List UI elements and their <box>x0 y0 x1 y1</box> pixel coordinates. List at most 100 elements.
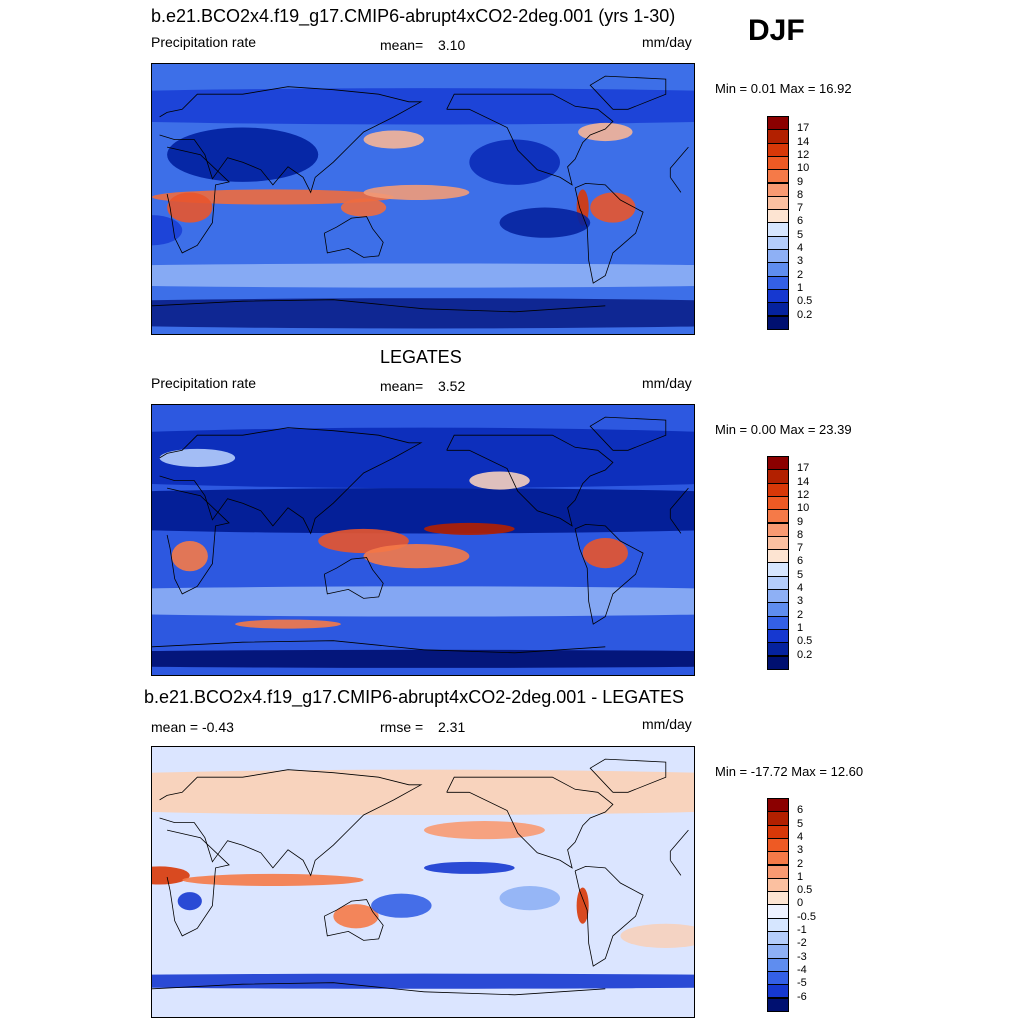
colorbar-tick-label: 9 <box>797 175 804 188</box>
colorbar-tick-label: 8 <box>797 528 804 541</box>
precip-field-6 <box>363 184 470 200</box>
coastline-0 <box>669 487 689 519</box>
colorbar-swatch <box>767 249 789 264</box>
panel-1-units: mm/day <box>642 34 692 50</box>
colorbar-tick-label: 0.5 <box>797 884 813 897</box>
panel-2-left-label: Precipitation rate <box>151 375 257 391</box>
coastline-6 <box>152 640 425 651</box>
colorbar-tick-label: 5 <box>797 228 804 241</box>
precip-field-1 <box>167 127 319 182</box>
coastline-4 <box>323 557 384 599</box>
colorbar-swatch <box>767 182 789 197</box>
colorbar-swatch <box>767 877 789 893</box>
precip-field-1 <box>152 488 694 534</box>
coastline-3 <box>159 427 423 535</box>
precip-field-3 <box>159 448 236 467</box>
colorbar-swatch <box>767 482 789 497</box>
panel-2-minmax: Min = 0.00 Max = 23.39 <box>715 422 852 437</box>
colorbar-swatch <box>767 575 789 590</box>
coastline-0 <box>669 177 682 193</box>
precip-field-10 <box>340 198 387 217</box>
colorbar-tick-label: 7 <box>797 542 804 555</box>
panel-1-stat-value: 3.10 <box>438 37 466 53</box>
colorbar-swatch <box>767 142 789 157</box>
colorbar-swatch <box>767 615 789 630</box>
coastline-6 <box>423 646 606 654</box>
colorbar-swatch <box>767 851 789 866</box>
colorbar-swatch <box>767 944 789 959</box>
precip-field-9 <box>152 973 694 989</box>
panel-2-stat-value: 3.52 <box>438 378 466 394</box>
colorbar-tick-label: 6 <box>797 215 804 228</box>
colorbar-swatch <box>767 195 789 211</box>
panel-1-minmax: Min = 0.01 Max = 16.92 <box>715 81 852 96</box>
colorbar-tick-label: 1 <box>797 281 804 294</box>
precip-field-4 <box>424 522 515 535</box>
colorbar-tick-label: 0.5 <box>797 635 813 648</box>
colorbar-tick-label: 2 <box>797 268 804 281</box>
colorbar-tick-label: 3 <box>797 844 804 857</box>
colorbar-tick-label: 7 <box>797 202 804 215</box>
colorbar-swatch <box>767 509 789 524</box>
coastline-1 <box>574 523 644 625</box>
precip-field-6 <box>363 544 470 569</box>
colorbar-swatch <box>767 235 789 250</box>
colorbar-swatch <box>767 302 789 317</box>
colorbar-swatch <box>767 262 789 277</box>
precip-field-11 <box>152 649 694 668</box>
panel-2-map <box>151 404 695 676</box>
coastline-5 <box>589 416 667 451</box>
season-label: DJF <box>748 14 805 47</box>
colorbar-tick-label: 8 <box>797 188 804 201</box>
panel-2-map-svg <box>152 405 694 675</box>
colorbar-swatch <box>767 997 789 1012</box>
colorbar-swatch <box>767 628 789 644</box>
colorbar-tick-label: 0.2 <box>797 308 813 321</box>
panel-2-stat-label: mean= <box>380 378 424 394</box>
precip-field-2 <box>424 861 515 874</box>
coastline-2 <box>446 93 614 186</box>
precip-field-5 <box>152 189 394 205</box>
colorbar-swatch <box>767 891 789 906</box>
precip-field-6 <box>371 893 432 918</box>
colorbar-tick-label: -6 <box>797 990 807 1003</box>
colorbar-swatch <box>767 209 789 224</box>
colorbar-swatch <box>767 275 789 290</box>
colorbar-tick-label: 12 <box>797 488 810 501</box>
colorbar-tick-label: 10 <box>797 502 810 515</box>
colorbar-tick-label: 14 <box>797 475 810 488</box>
colorbar-swatch <box>767 535 789 551</box>
precip-field-8 <box>590 192 636 223</box>
precip-field-8 <box>582 537 628 569</box>
colorbar-tick-label: -0.5 <box>797 910 816 923</box>
colorbar-swatch <box>767 288 789 304</box>
coastline-2 <box>446 776 614 869</box>
precip-field-11 <box>499 886 560 911</box>
precip-field-12 <box>152 298 694 329</box>
panel-1-title: b.e21.BCO2x4.f19_g17.CMIP6-abrupt4xCO2-2… <box>151 6 676 26</box>
colorbar-tick-label: 17 <box>797 462 810 475</box>
colorbar-tick-label: -2 <box>797 937 807 950</box>
precip-field-2 <box>469 471 530 490</box>
colorbar-swatch <box>767 602 789 617</box>
colorbar-swatch <box>767 642 789 657</box>
colorbar-swatch <box>767 116 789 131</box>
colorbar-tick-label: 0 <box>797 897 804 910</box>
coastline-1 <box>574 865 644 967</box>
colorbar-tick-label: 6 <box>797 555 804 568</box>
coastline-5 <box>589 758 667 793</box>
panel-1-map-svg <box>152 64 694 334</box>
colorbar-tick-label: 4 <box>797 242 804 254</box>
colorbar-tick-label: 2 <box>797 857 804 870</box>
colorbar-swatch <box>767 837 789 853</box>
colorbar-swatch <box>767 562 789 577</box>
precip-field-7 <box>167 192 213 223</box>
precip-field-0 <box>152 769 694 815</box>
colorbar-tick-label: -1 <box>797 924 807 936</box>
colorbar-swatch <box>767 798 789 813</box>
coastline-4 <box>323 216 384 258</box>
colorbar-tick-label: 4 <box>797 830 804 843</box>
coastline-4 <box>323 899 384 941</box>
colorbar-swatch <box>767 315 789 330</box>
coastline-0 <box>166 829 230 937</box>
